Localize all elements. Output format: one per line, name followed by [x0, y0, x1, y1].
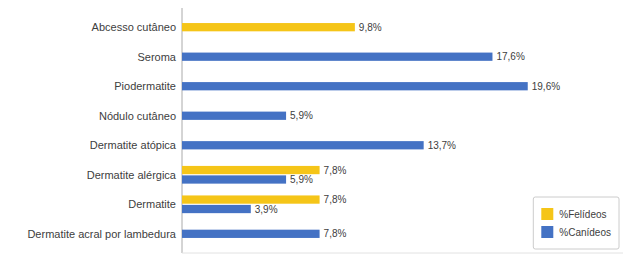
- y-axis-line: [182, 8, 183, 253]
- bar: [182, 175, 286, 183]
- bar: [182, 205, 251, 213]
- legend: %Felídeos %Canídeos: [533, 197, 619, 249]
- category-label: Abcesso cutâneo: [92, 21, 176, 33]
- category-label: Dermatite: [128, 198, 176, 210]
- data-label: 3,9%: [255, 204, 278, 215]
- legend-label: %Canídeos: [559, 227, 611, 238]
- data-label: 19,6%: [532, 81, 560, 92]
- data-label: 7,8%: [324, 194, 347, 205]
- legend-swatch: [541, 208, 553, 220]
- category-label: Dermatite acral por lambedura: [27, 228, 176, 240]
- category-label: Dermatite atópica: [90, 139, 177, 151]
- bar: [182, 82, 528, 90]
- data-label: 13,7%: [428, 140, 456, 151]
- legend-frame: [533, 197, 619, 249]
- bar: [182, 23, 183, 31]
- data-label: 5,9%: [290, 174, 313, 185]
- bar: [182, 112, 286, 120]
- bars: [182, 23, 528, 238]
- category-label: Piodermatite: [114, 80, 176, 92]
- bar: [182, 23, 355, 31]
- category-label: Seroma: [137, 51, 176, 63]
- x-axis-line: [182, 253, 623, 254]
- bar: [182, 230, 320, 238]
- legend-swatch: [541, 226, 553, 238]
- bar: [182, 53, 492, 61]
- data-label: 9,8%: [359, 22, 382, 33]
- data-label: 7,8%: [324, 165, 347, 176]
- data-label: 17,6%: [496, 51, 524, 62]
- chart: Abcesso cutâneo Seroma Piodermatite Nódulo …: [0, 0, 639, 263]
- category-label: Dermatite alérgica: [87, 169, 177, 181]
- bar: [182, 141, 424, 149]
- category-label: Nódulo cutâneo: [99, 110, 176, 122]
- data-label: 7,8%: [324, 228, 347, 239]
- legend-label: %Felídeos: [559, 209, 606, 220]
- bar: [182, 166, 320, 174]
- bar: [182, 195, 320, 203]
- data-label: 5,9%: [290, 110, 313, 121]
- data-labels: 9,8% 17,6% 19,6% 5,9% 13,7% 7,8% 5,9% 7,8% 3,9% 7…: [255, 22, 560, 240]
